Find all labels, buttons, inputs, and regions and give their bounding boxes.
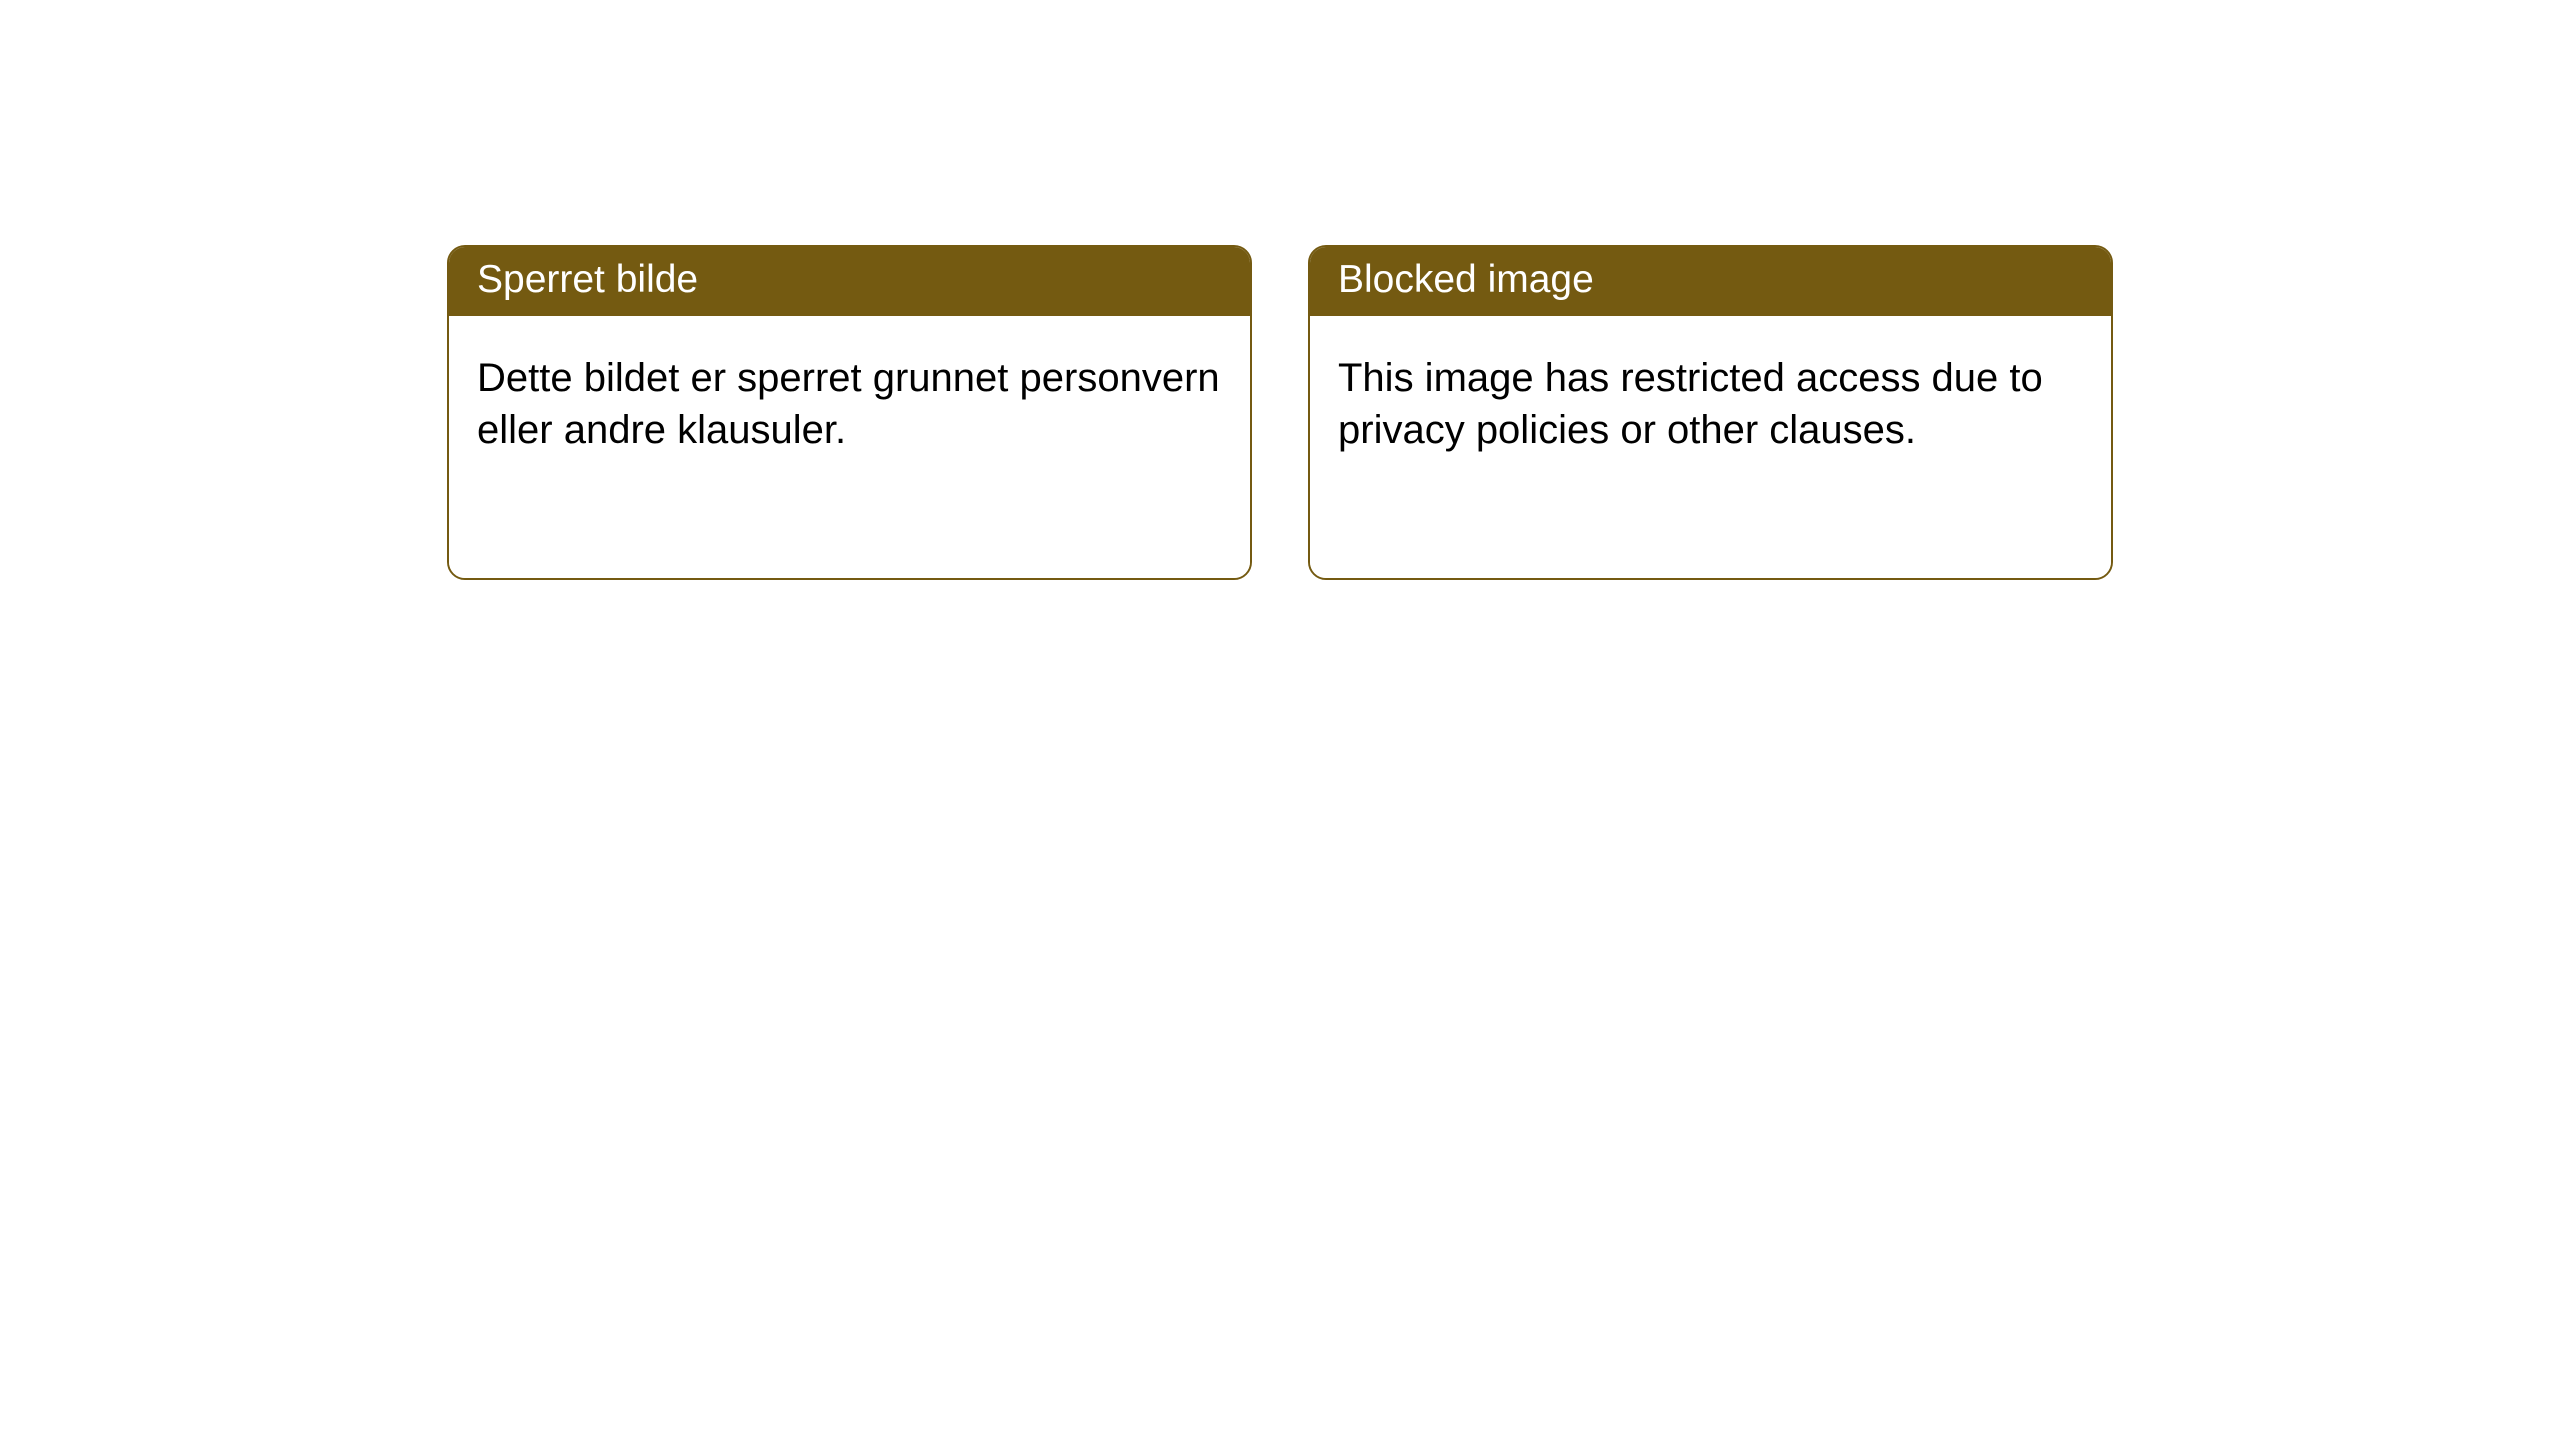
card-text-norwegian: Dette bildet er sperret grunnet personve…	[477, 356, 1220, 452]
card-header-english: Blocked image	[1310, 247, 2111, 316]
card-norwegian: Sperret bilde Dette bildet er sperret gr…	[447, 245, 1252, 580]
card-text-english: This image has restricted access due to …	[1338, 356, 2043, 452]
card-body-norwegian: Dette bildet er sperret grunnet personve…	[449, 316, 1250, 578]
card-body-english: This image has restricted access due to …	[1310, 316, 2111, 578]
card-english: Blocked image This image has restricted …	[1308, 245, 2113, 580]
card-header-norwegian: Sperret bilde	[449, 247, 1250, 316]
card-title-norwegian: Sperret bilde	[477, 258, 698, 301]
cards-container: Sperret bilde Dette bildet er sperret gr…	[447, 245, 2113, 1440]
card-title-english: Blocked image	[1338, 258, 1594, 301]
